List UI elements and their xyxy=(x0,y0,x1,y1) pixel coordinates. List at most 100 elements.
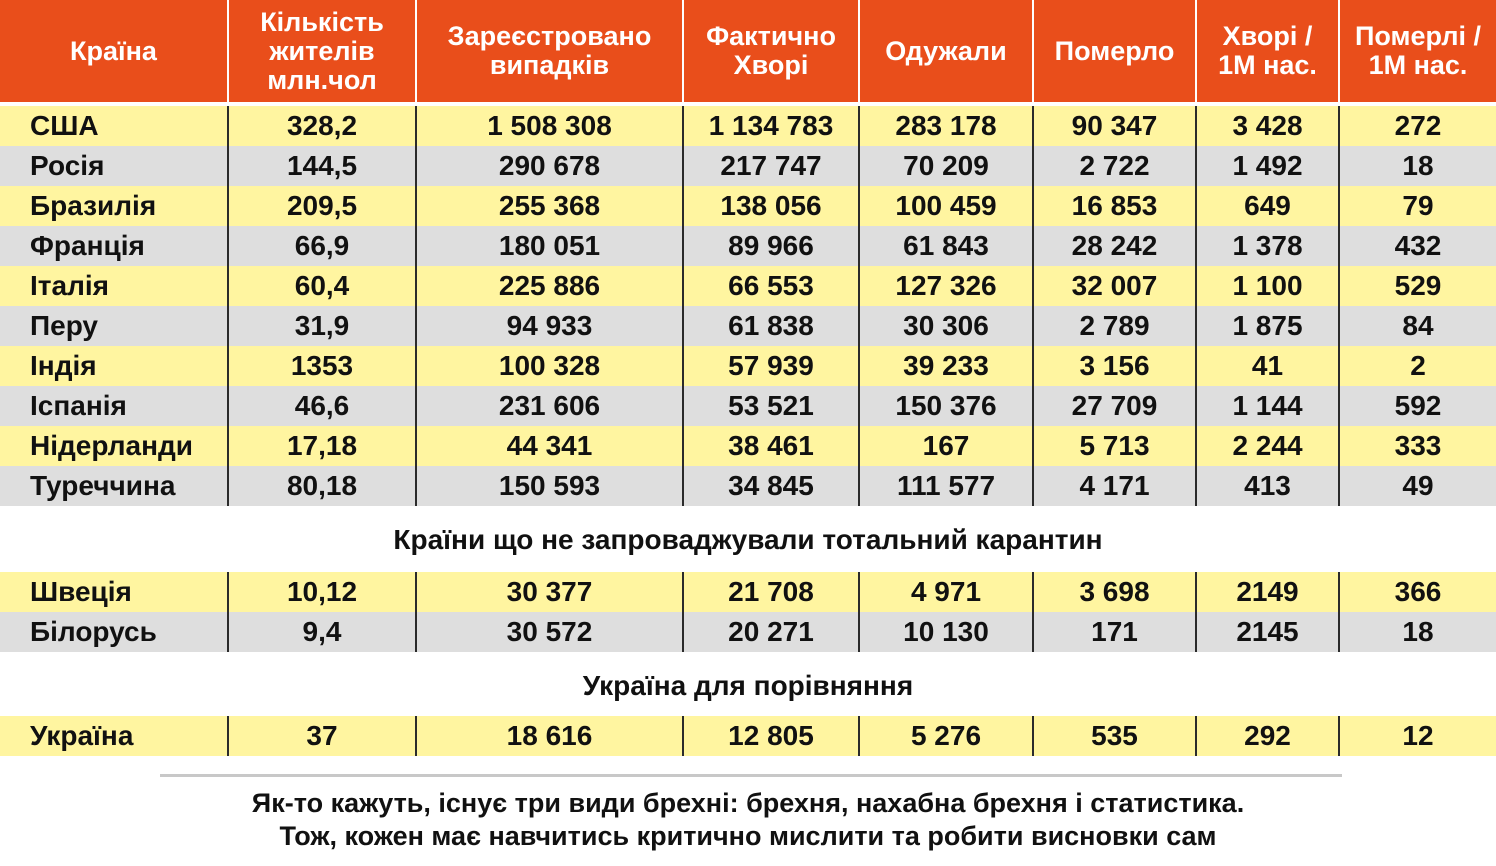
value-cell: 649 xyxy=(1195,186,1338,226)
value-cell: 46,6 xyxy=(227,386,415,426)
column-header: Померло xyxy=(1032,0,1195,102)
value-cell: 61 843 xyxy=(858,226,1032,266)
value-cell: 2 244 xyxy=(1195,426,1338,466)
value-cell: 10 130 xyxy=(858,612,1032,652)
value-cell: 150 376 xyxy=(858,386,1032,426)
table-row: Нідерланди 17,18 44 341 38 461 167 5 713 2 244… xyxy=(0,426,1496,466)
value-cell: 49 xyxy=(1338,466,1496,506)
table-row: США 328,2 1 508 308 1 134 783 283 178 90 347 3… xyxy=(0,106,1496,146)
value-cell: 38 461 xyxy=(682,426,858,466)
value-cell: 66 553 xyxy=(682,266,858,306)
ukraine-table-body: Україна 37 18 616 12 805 5 276 535 292 12 xyxy=(0,716,1496,756)
value-cell: 80,18 xyxy=(227,466,415,506)
value-cell: 413 xyxy=(1195,466,1338,506)
value-cell: 127 326 xyxy=(858,266,1032,306)
value-cell: 12 xyxy=(1338,716,1496,756)
value-cell: 1 134 783 xyxy=(682,106,858,146)
value-cell: 84 xyxy=(1338,306,1496,346)
value-cell: 328,2 xyxy=(227,106,415,146)
value-cell: 27 709 xyxy=(1032,386,1195,426)
value-cell: 9,4 xyxy=(227,612,415,652)
country-name-cell: Росія xyxy=(30,150,105,181)
value-cell: 150 593 xyxy=(415,466,682,506)
value-cell: 20 271 xyxy=(682,612,858,652)
value-cell: 100 459 xyxy=(858,186,1032,226)
value-cell: 217 747 xyxy=(682,146,858,186)
value-cell: 30 377 xyxy=(415,572,682,612)
value-cell: 3 698 xyxy=(1032,572,1195,612)
country-name-cell: Перу xyxy=(30,310,99,341)
table-row: Перу 31,9 94 933 61 838 30 306 2 789 1 875 84 xyxy=(0,306,1496,346)
value-cell: 366 xyxy=(1338,572,1496,612)
value-cell: 37 xyxy=(227,716,415,756)
value-cell: 5 713 xyxy=(1032,426,1195,466)
value-cell: 1353 xyxy=(227,346,415,386)
country-name-cell: Нідерланди xyxy=(30,430,194,461)
value-cell: 1 100 xyxy=(1195,266,1338,306)
value-cell: 39 233 xyxy=(858,346,1032,386)
value-cell: 2 xyxy=(1338,346,1496,386)
value-cell: 21 708 xyxy=(682,572,858,612)
country-name-cell: Індія xyxy=(30,350,97,381)
value-cell: 209,5 xyxy=(227,186,415,226)
value-cell: 90 347 xyxy=(1032,106,1195,146)
value-cell: 144,5 xyxy=(227,146,415,186)
value-cell: 2 722 xyxy=(1032,146,1195,186)
value-cell: 57 939 xyxy=(682,346,858,386)
value-cell: 100 328 xyxy=(415,346,682,386)
value-cell: 167 xyxy=(858,426,1032,466)
value-cell: 333 xyxy=(1338,426,1496,466)
value-cell: 44 341 xyxy=(415,426,682,466)
value-cell: 1 492 xyxy=(1195,146,1338,186)
value-cell: 30 306 xyxy=(858,306,1032,346)
column-header: Хворі / 1М нас. xyxy=(1195,0,1338,102)
value-cell: 171 xyxy=(1032,612,1195,652)
value-cell: 18 xyxy=(1338,612,1496,652)
table-row: Туреччина 80,18 150 593 34 845 111 577 4 171 4… xyxy=(0,466,1496,506)
value-cell: 1 875 xyxy=(1195,306,1338,346)
table-row: Швеція 10,12 30 377 21 708 4 971 3 698 2149 366 xyxy=(0,572,1496,612)
table-row: Іспанія 46,6 231 606 53 521 150 376 27 709 1 1… xyxy=(0,386,1496,426)
section-title-ukraine: Україна для порівняння xyxy=(582,670,914,701)
value-cell: 32 007 xyxy=(1032,266,1195,306)
table-row: Індія 1353 100 328 57 939 39 233 3 156 41 2 xyxy=(0,346,1496,386)
value-cell: 66,9 xyxy=(227,226,415,266)
value-cell: 290 678 xyxy=(415,146,682,186)
value-cell: 53 521 xyxy=(682,386,858,426)
value-cell: 28 242 xyxy=(1032,226,1195,266)
value-cell: 529 xyxy=(1338,266,1496,306)
value-cell: 79 xyxy=(1338,186,1496,226)
column-header: Країна xyxy=(70,35,157,66)
column-header: Кількість жителів млн.чол xyxy=(227,0,415,102)
section-title-no-quarantine: Країни що не запроваджували тотальний ка… xyxy=(393,524,1103,555)
country-name-cell: Бразилія xyxy=(30,190,157,221)
value-cell: 255 368 xyxy=(415,186,682,226)
value-cell: 10,12 xyxy=(227,572,415,612)
country-name-cell: Швеція xyxy=(30,576,132,607)
value-cell: 2149 xyxy=(1195,572,1338,612)
column-header: Одужали xyxy=(858,0,1032,102)
footer-divider xyxy=(160,774,1342,777)
value-cell: 31,9 xyxy=(227,306,415,346)
value-cell: 138 056 xyxy=(682,186,858,226)
value-cell: 432 xyxy=(1338,226,1496,266)
country-name-cell: США xyxy=(30,110,99,141)
value-cell: 1 378 xyxy=(1195,226,1338,266)
value-cell: 225 886 xyxy=(415,266,682,306)
no-quarantine-table-body: Швеція 10,12 30 377 21 708 4 971 3 698 2149 366… xyxy=(0,572,1496,652)
value-cell: 3 156 xyxy=(1032,346,1195,386)
footer-conclusion-line: Тож, кожен має навчитись критично мислит… xyxy=(279,821,1217,851)
value-cell: 111 577 xyxy=(858,466,1032,506)
table-header: Країна Кількість жителів млн.чол Зареєстро… xyxy=(0,0,1496,102)
value-cell: 283 178 xyxy=(858,106,1032,146)
value-cell: 2145 xyxy=(1195,612,1338,652)
value-cell: 89 966 xyxy=(682,226,858,266)
value-cell: 231 606 xyxy=(415,386,682,426)
value-cell: 592 xyxy=(1338,386,1496,426)
country-name-cell: Франція xyxy=(30,230,145,261)
table-row: Україна 37 18 616 12 805 5 276 535 292 12 xyxy=(0,716,1496,756)
table-row: Бразилія 209,5 255 368 138 056 100 459 16 853… xyxy=(0,186,1496,226)
value-cell: 61 838 xyxy=(682,306,858,346)
value-cell: 4 971 xyxy=(858,572,1032,612)
country-name-cell: Італія xyxy=(30,270,109,301)
